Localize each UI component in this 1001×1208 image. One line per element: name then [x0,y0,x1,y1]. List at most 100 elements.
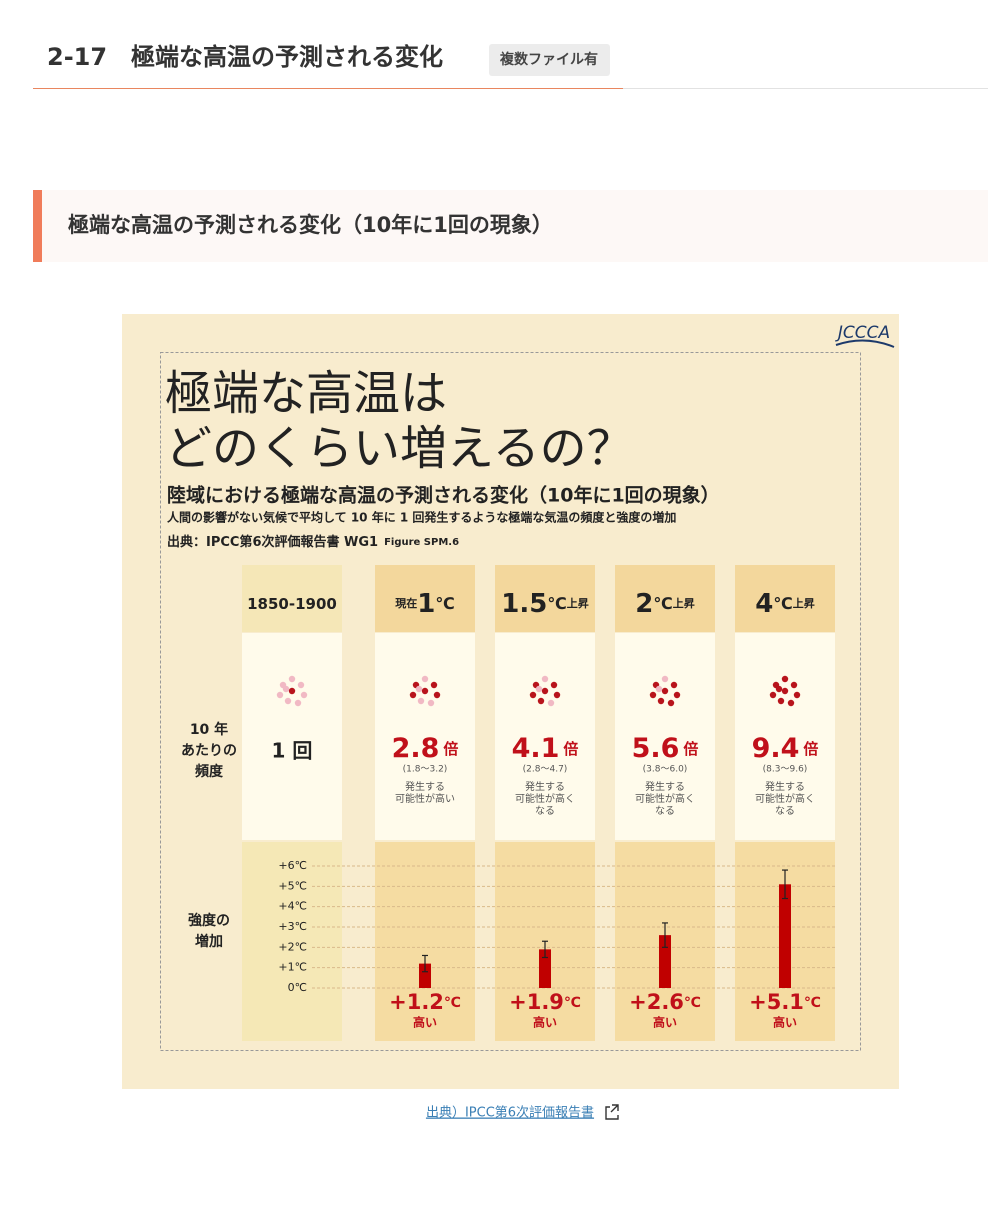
dot-icon [547,699,555,707]
column-header-unit: ℃ [653,594,672,613]
dot-icon [433,691,441,699]
column-header-big: 4 [755,589,773,619]
dot-icon [430,681,438,689]
frequency-value: 2.8 [392,733,440,764]
column-header-prefix: 現在 [395,596,417,610]
column-intensity-bg [242,842,342,1041]
value-label-unit: ℃ [804,995,821,1011]
dot-icon [529,691,537,699]
dot-icon [553,691,561,699]
badge: 複数ファイル有 [499,51,598,68]
frequency-note: 可能性が高く [515,792,575,805]
column-header-unit: ℃ [547,594,566,613]
section-bar [33,190,42,262]
frequency-note: 可能性が高く [755,792,815,805]
value-label: +2.6℃ [629,990,701,1014]
column-header: 1.5℃上昇 [501,589,588,619]
page-title: 2-17 極端な高温の予測される変化 [47,43,443,71]
error-bar [422,954,428,973]
y-tick-label: +3℃ [278,920,307,933]
dot-icon [790,681,798,689]
external-icon[interactable] [605,1104,619,1120]
frequency-value: 4.1 [512,733,560,764]
column-header-suffix: 上昇 [567,596,589,610]
dot-icon [673,691,681,699]
value-label-number: +1.2 [389,990,444,1014]
dot-icon [282,685,290,693]
dot-icon [769,691,777,699]
dot-icon [415,685,423,693]
value-label-number: +5.1 [749,990,804,1014]
dot-icon [661,687,669,695]
dot-icon [276,691,284,699]
column-frequency-bg [375,633,475,840]
y-tick-label: +6℃ [278,859,307,872]
frequency-unit: 倍 [683,740,698,758]
error-bar [542,940,548,959]
dot-icon [294,699,302,707]
frequency-range: (1.8～3.2) [403,765,448,775]
value-label-unit: ℃ [684,995,701,1011]
frequency-range: (2.8～4.7) [523,765,568,775]
dot-icon [421,675,429,683]
dot-icon [409,691,417,699]
column-header-big: 1.5 [501,589,547,619]
value-note: 高い [413,1015,437,1030]
dot-icon [777,697,785,705]
column-header-bg [375,565,475,632]
column-frequency-bg [615,633,715,840]
y-tick-label: +1℃ [278,961,307,974]
subtitle: 陸域における極端な高温の予測される変化（10年に1回の現象） [167,484,720,507]
column-header: 2℃上昇 [635,589,694,619]
row-label: 強度の [188,912,230,929]
bar [539,949,551,988]
dot-icon [421,687,429,695]
frequency-note: 発生する [405,780,445,793]
source-link[interactable]: 出典）IPCC第6次評価報告書 [426,1104,619,1121]
bar [659,935,671,988]
headline: 極端な高温は [165,367,447,422]
infographic-border [160,352,861,1051]
y-tick-label: +2℃ [278,940,307,953]
dot-icon [541,675,549,683]
dot-icon [793,691,801,699]
bar [419,963,431,988]
frequency-note: 可能性が高い [395,792,455,805]
section-bg [33,190,988,262]
frequency-range: (8.3～9.6) [763,765,808,775]
frequency: 5.6 倍 [632,733,699,764]
value-note: 高い [773,1015,797,1030]
column-header-bg [495,565,595,632]
dot-icon [535,685,543,693]
row-label: 増加 [195,933,223,950]
dot-icon [417,697,425,705]
frequency-value: 9.4 [752,733,800,764]
frequency-value: 5.6 [632,733,680,764]
column-frequency-bg [735,633,835,840]
value-note: 高い [653,1015,677,1030]
frequency-note: 可能性が高く [635,792,695,805]
dot-icon [541,687,549,695]
row-label: 頻度 [195,763,224,780]
value-label-number: +2.6 [629,990,684,1014]
y-tick-label: +5℃ [278,879,307,892]
headline: どのくらい増えるの？ [165,422,634,477]
value-note: 高い [533,1015,557,1030]
value-label: +1.9℃ [509,990,581,1014]
dot-icon [297,681,305,689]
frequency-note: なる [655,805,675,817]
dot-icon [657,697,665,705]
column-header: 現在1℃ [395,589,454,619]
dot-icon [781,675,789,683]
frequency: 4.1 倍 [512,733,579,764]
source-link-text[interactable]: 出典）IPCC第6次評価報告書 [426,1105,594,1121]
dot-icon [288,675,296,683]
frequency-range: (3.8～6.0) [643,765,688,775]
dot-icon [649,691,657,699]
column-frequency-bg [495,633,595,840]
y-tick-label: +4℃ [278,900,307,913]
frequency-note: なる [535,805,555,817]
column-header-big: 1 [417,589,435,619]
frequency: 1 回 [272,739,313,763]
